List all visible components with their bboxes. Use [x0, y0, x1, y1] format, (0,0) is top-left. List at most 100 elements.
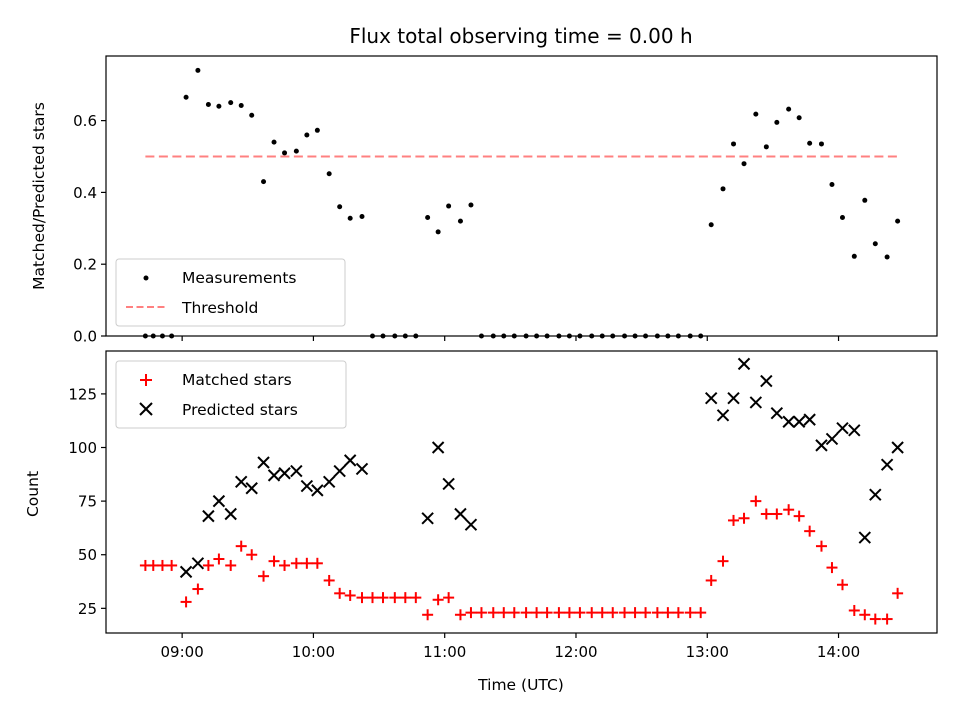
x-tick-label: 14:00 — [817, 643, 860, 661]
ratio-y-tick-label: 0.2 — [73, 256, 97, 274]
measurement-point — [884, 254, 890, 260]
measurement-point — [872, 241, 878, 247]
legend-predicted-marker — [139, 402, 153, 416]
matched-stars-point — [410, 592, 422, 604]
matched-stars-point — [475, 607, 487, 619]
predicted-stars-point — [891, 441, 904, 454]
predicted-stars-point — [245, 482, 258, 495]
measurement-point — [261, 179, 267, 185]
measurement-point — [741, 161, 747, 167]
matched-stars-point — [334, 587, 346, 599]
count-y-tick-label: 75 — [78, 493, 97, 511]
matched-stars-point — [202, 559, 214, 571]
matched-stars-point — [454, 609, 466, 621]
predicted-stars-point — [792, 415, 806, 428]
count-y-tick-label: 100 — [68, 439, 97, 457]
matched-stars-point — [508, 607, 520, 619]
matched-stars-point — [717, 555, 729, 567]
measurement-point — [708, 222, 714, 228]
x-tick-label: 10:00 — [292, 643, 335, 661]
matched-stars-point — [607, 607, 619, 619]
predicted-stars-point — [235, 475, 248, 489]
matched-stars-point — [465, 607, 477, 619]
ratio-panel-frame — [105, 55, 938, 337]
measurement-point — [271, 139, 277, 145]
measurement-point — [228, 100, 234, 106]
matched-stars-point — [574, 607, 586, 619]
matched-stars-point — [268, 555, 280, 567]
matched-stars-point — [586, 607, 598, 619]
matched-stars-point — [892, 587, 904, 599]
count-legend: Matched stars Predicted stars — [115, 360, 347, 429]
legend-matched-label: Matched stars — [182, 371, 292, 389]
predicted-stars-point — [202, 509, 215, 523]
matched-stars-point — [869, 613, 881, 625]
measurement-point — [304, 132, 310, 138]
matched-stars-point — [422, 609, 434, 621]
predicted-stars-point — [858, 531, 872, 544]
matched-stars-point — [377, 592, 389, 604]
predicted-stars-point — [333, 464, 346, 478]
measurement-point — [238, 103, 244, 109]
ratio-axis-ticks: 0.0 0.2 0.4 0.6 — [73, 112, 840, 346]
ratio-legend-box — [115, 258, 346, 327]
measurement-point — [446, 203, 452, 209]
matched-stars-point — [432, 594, 444, 606]
matched-stars-point — [498, 607, 510, 619]
predicted-stars-point — [770, 406, 784, 420]
matched-stars-point — [705, 574, 717, 586]
matched-stars-point — [192, 583, 204, 595]
predicted-stars-point — [760, 374, 773, 388]
matched-stars-point — [323, 574, 335, 586]
predicted-stars-point — [300, 479, 314, 493]
measurement-point — [425, 215, 431, 221]
matched-stars-point — [147, 559, 159, 571]
measurement-point — [839, 215, 845, 221]
chart-title: Flux total observing time = 0.00 h — [349, 24, 692, 48]
measurement-point — [753, 111, 759, 117]
measurement-point — [763, 144, 769, 150]
matched-stars-point — [366, 592, 378, 604]
measurement-point — [851, 253, 857, 259]
matched-stars-point — [760, 508, 772, 520]
measurement-point — [862, 197, 868, 203]
matched-stars-point — [640, 607, 652, 619]
matched-stars-point — [859, 609, 871, 621]
measurement-point — [807, 140, 813, 146]
matched-stars-point — [662, 607, 674, 619]
predicted-stars-point — [836, 421, 849, 435]
predicted-stars-point — [355, 462, 369, 476]
measurement-point — [249, 112, 255, 118]
matched-stars-point — [629, 607, 641, 619]
matched-stars-point — [301, 557, 313, 569]
predicted-stars-point — [825, 432, 839, 446]
matched-stars-point — [695, 607, 707, 619]
measurement-point — [435, 229, 441, 235]
predicted-stars-point — [727, 391, 740, 405]
predicted-stars-point — [421, 512, 434, 525]
legend-threshold-label: Threshold — [181, 299, 258, 317]
legend-measurements-marker — [143, 275, 149, 281]
measurement-point — [457, 218, 463, 224]
matched-stars-point — [180, 596, 192, 608]
matched-stars-point — [356, 592, 368, 604]
predicted-stars-point — [704, 391, 718, 405]
predicted-stars-point — [322, 475, 336, 489]
measurement-point — [183, 94, 189, 100]
ratio-panel: 0.0 0.2 0.4 0.6 Matched/Predicted stars Mea… — [30, 55, 938, 346]
predicted-stars-point — [716, 409, 730, 422]
predicted-stars-point — [212, 494, 226, 508]
ratio-legend: Measurements Threshold — [115, 258, 346, 327]
measurement-point — [282, 150, 288, 156]
matched-stars-point — [738, 512, 750, 524]
count-y-axis-label: Count — [24, 471, 42, 517]
ratio-plot-area — [142, 67, 901, 339]
predicted-stars-point — [191, 557, 205, 570]
measurement-point — [786, 106, 792, 112]
predicted-stars-point — [454, 507, 467, 521]
x-tick-label: 12:00 — [554, 643, 597, 661]
measurement-point — [895, 218, 901, 224]
matched-stars-point — [651, 607, 663, 619]
x-axis-label: Time (UTC) — [477, 676, 564, 694]
